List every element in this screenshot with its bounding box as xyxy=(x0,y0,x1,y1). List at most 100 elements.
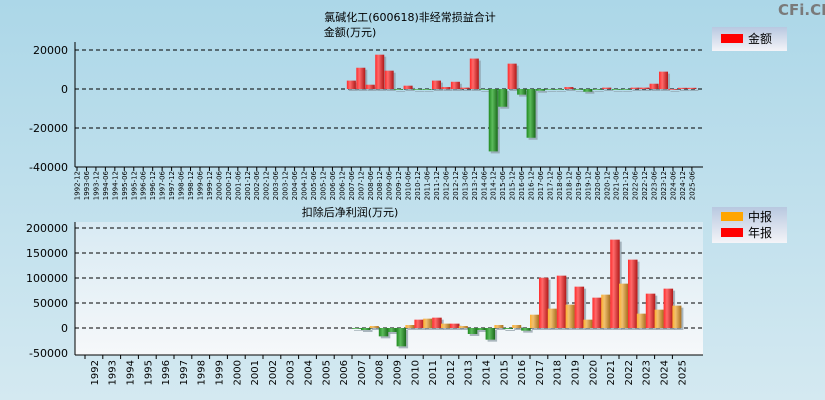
bar-2011-06 xyxy=(422,89,432,90)
x-tick-label: 1997-06 xyxy=(159,170,167,200)
bar-2011-12 xyxy=(431,80,441,89)
bar-2009-12-shadow xyxy=(396,91,406,92)
legend-label-amount: 金额 xyxy=(748,31,772,46)
x-tick-label: 2008-12 xyxy=(376,171,384,200)
y-tick-label: 200000 xyxy=(26,222,68,235)
x-tick-label: 2015-06 xyxy=(499,170,507,200)
x-tick-label: 1994-06 xyxy=(102,170,110,200)
x-tick-label: 2014-06 xyxy=(480,170,488,200)
bar-interim-2018 xyxy=(547,308,557,328)
bar-interim-2025 xyxy=(672,305,682,328)
bar-2010-06-shadow xyxy=(405,87,415,91)
bar-2009-12 xyxy=(394,89,404,90)
x-tick-label: 2016 xyxy=(517,360,528,385)
bar-2010-12 xyxy=(413,89,423,90)
bar-2021-12-shadow xyxy=(623,91,633,92)
bar-2024-06 xyxy=(668,89,678,90)
bar-annual-2017 xyxy=(539,277,549,328)
y-tick-label: 150000 xyxy=(26,247,68,260)
bar-annual-2015-shadow xyxy=(505,330,515,331)
x-tick-label: 2015 xyxy=(499,360,510,385)
x-tick-label: 2010 xyxy=(410,360,421,385)
x-tick-label: 2017 xyxy=(535,360,546,385)
bar-2010-06 xyxy=(403,85,413,89)
x-tick-label: 2005-06 xyxy=(310,170,318,200)
x-tick-label: 2000-06 xyxy=(215,170,223,200)
x-tick-label: 1994 xyxy=(126,360,137,385)
x-tick-label: 2000-12 xyxy=(225,171,233,200)
y-tick-label: 0 xyxy=(61,83,68,96)
x-tick-label: 2003 xyxy=(286,360,297,385)
bar-annual-2018 xyxy=(556,275,567,328)
x-tick-label: 2000 xyxy=(232,360,243,385)
x-tick-label: 2019-12 xyxy=(584,171,592,200)
bar-2016-06 xyxy=(517,89,527,95)
bar-2018-12 xyxy=(564,87,574,89)
bar-2022-12 xyxy=(640,87,650,89)
y-axis-title: 金额(万元) xyxy=(324,25,377,39)
x-tick-label: 2005 xyxy=(321,360,332,385)
x-tick-label: 2012-06 xyxy=(442,170,450,200)
x-tick-label: 2024-12 xyxy=(679,171,687,200)
chart-title: 氯碱化工(600618)非经常损益合计 xyxy=(324,10,496,24)
bar-interim-2024 xyxy=(654,309,664,328)
x-tick-label: 2016-06 xyxy=(518,170,526,200)
x-tick-label: 1999-12 xyxy=(206,171,214,200)
x-tick-label: 2001-06 xyxy=(234,170,242,200)
bar-2019-06 xyxy=(573,89,583,90)
bar-2015-12 xyxy=(507,63,517,89)
bar-2014-06 xyxy=(479,89,489,90)
x-tick-label: 2018 xyxy=(553,360,564,385)
bar-2008-06 xyxy=(365,84,375,89)
bar-interim-2022 xyxy=(619,283,628,328)
x-tick-label: 2008 xyxy=(375,360,386,385)
x-tick-label: 2021 xyxy=(606,360,617,385)
bar-2016-12 xyxy=(526,89,536,138)
x-tick-label: 2019 xyxy=(571,360,582,385)
x-tick-label: 2025 xyxy=(677,360,688,385)
y-tick-label: 100000 xyxy=(26,272,68,285)
x-tick-label: 1998-12 xyxy=(187,171,195,200)
bar-2020-12 xyxy=(602,87,612,89)
x-tick-label: 1995 xyxy=(143,360,154,385)
bar-2019-12-shadow xyxy=(585,91,595,94)
x-tick-label: 2001-12 xyxy=(244,171,252,200)
bar-2009-06 xyxy=(384,70,394,89)
bar-interim-2021 xyxy=(601,294,611,328)
legend-label-annual: 年报 xyxy=(748,225,772,240)
bar-annual-2011 xyxy=(432,317,442,328)
x-tick-label: 2020 xyxy=(588,360,599,385)
x-tick-label: 2017-12 xyxy=(547,171,555,200)
x-tick-label: 2021-06 xyxy=(613,170,621,200)
x-tick-label: 1995-12 xyxy=(130,171,138,200)
bar-2025-06 xyxy=(687,87,697,89)
y-tick-label: -40000 xyxy=(29,161,68,174)
bar-2013-12 xyxy=(469,58,479,89)
x-tick-label: 1993-06 xyxy=(83,170,91,200)
legend-label-interim: 中报 xyxy=(748,209,772,224)
x-tick-label: 2022 xyxy=(624,360,635,385)
watermark: CFi.CN xyxy=(778,1,825,19)
chart-title: 扣除后净利润(万元) xyxy=(302,205,399,219)
bar-interim-2017 xyxy=(530,314,539,328)
bar-annual-2007 xyxy=(361,328,371,330)
x-tick-label: 2004-12 xyxy=(301,171,309,200)
x-tick-label: 2020-06 xyxy=(594,170,602,200)
bar-annual-2012 xyxy=(450,323,460,328)
x-tick-label: 2007-06 xyxy=(348,170,356,200)
x-tick-label: 2002-06 xyxy=(253,170,261,200)
x-tick-label: 1992-12 xyxy=(74,171,82,200)
bar-2007-12 xyxy=(356,67,366,89)
x-tick-label: 2009 xyxy=(393,360,404,385)
bar-interim-2015-shadow xyxy=(496,327,506,330)
x-tick-label: 2023-12 xyxy=(660,171,668,200)
x-tick-label: 1994-12 xyxy=(111,171,119,200)
x-tick-label: 1997-12 xyxy=(168,171,176,200)
bar-2024-06-shadow xyxy=(670,91,680,92)
x-tick-label: 2003-12 xyxy=(282,171,290,200)
bar-2010-12-shadow xyxy=(415,91,425,92)
bar-interim-2019 xyxy=(565,304,575,328)
x-tick-label: 2007-12 xyxy=(357,171,365,200)
bar-2014-06-shadow xyxy=(481,91,491,92)
